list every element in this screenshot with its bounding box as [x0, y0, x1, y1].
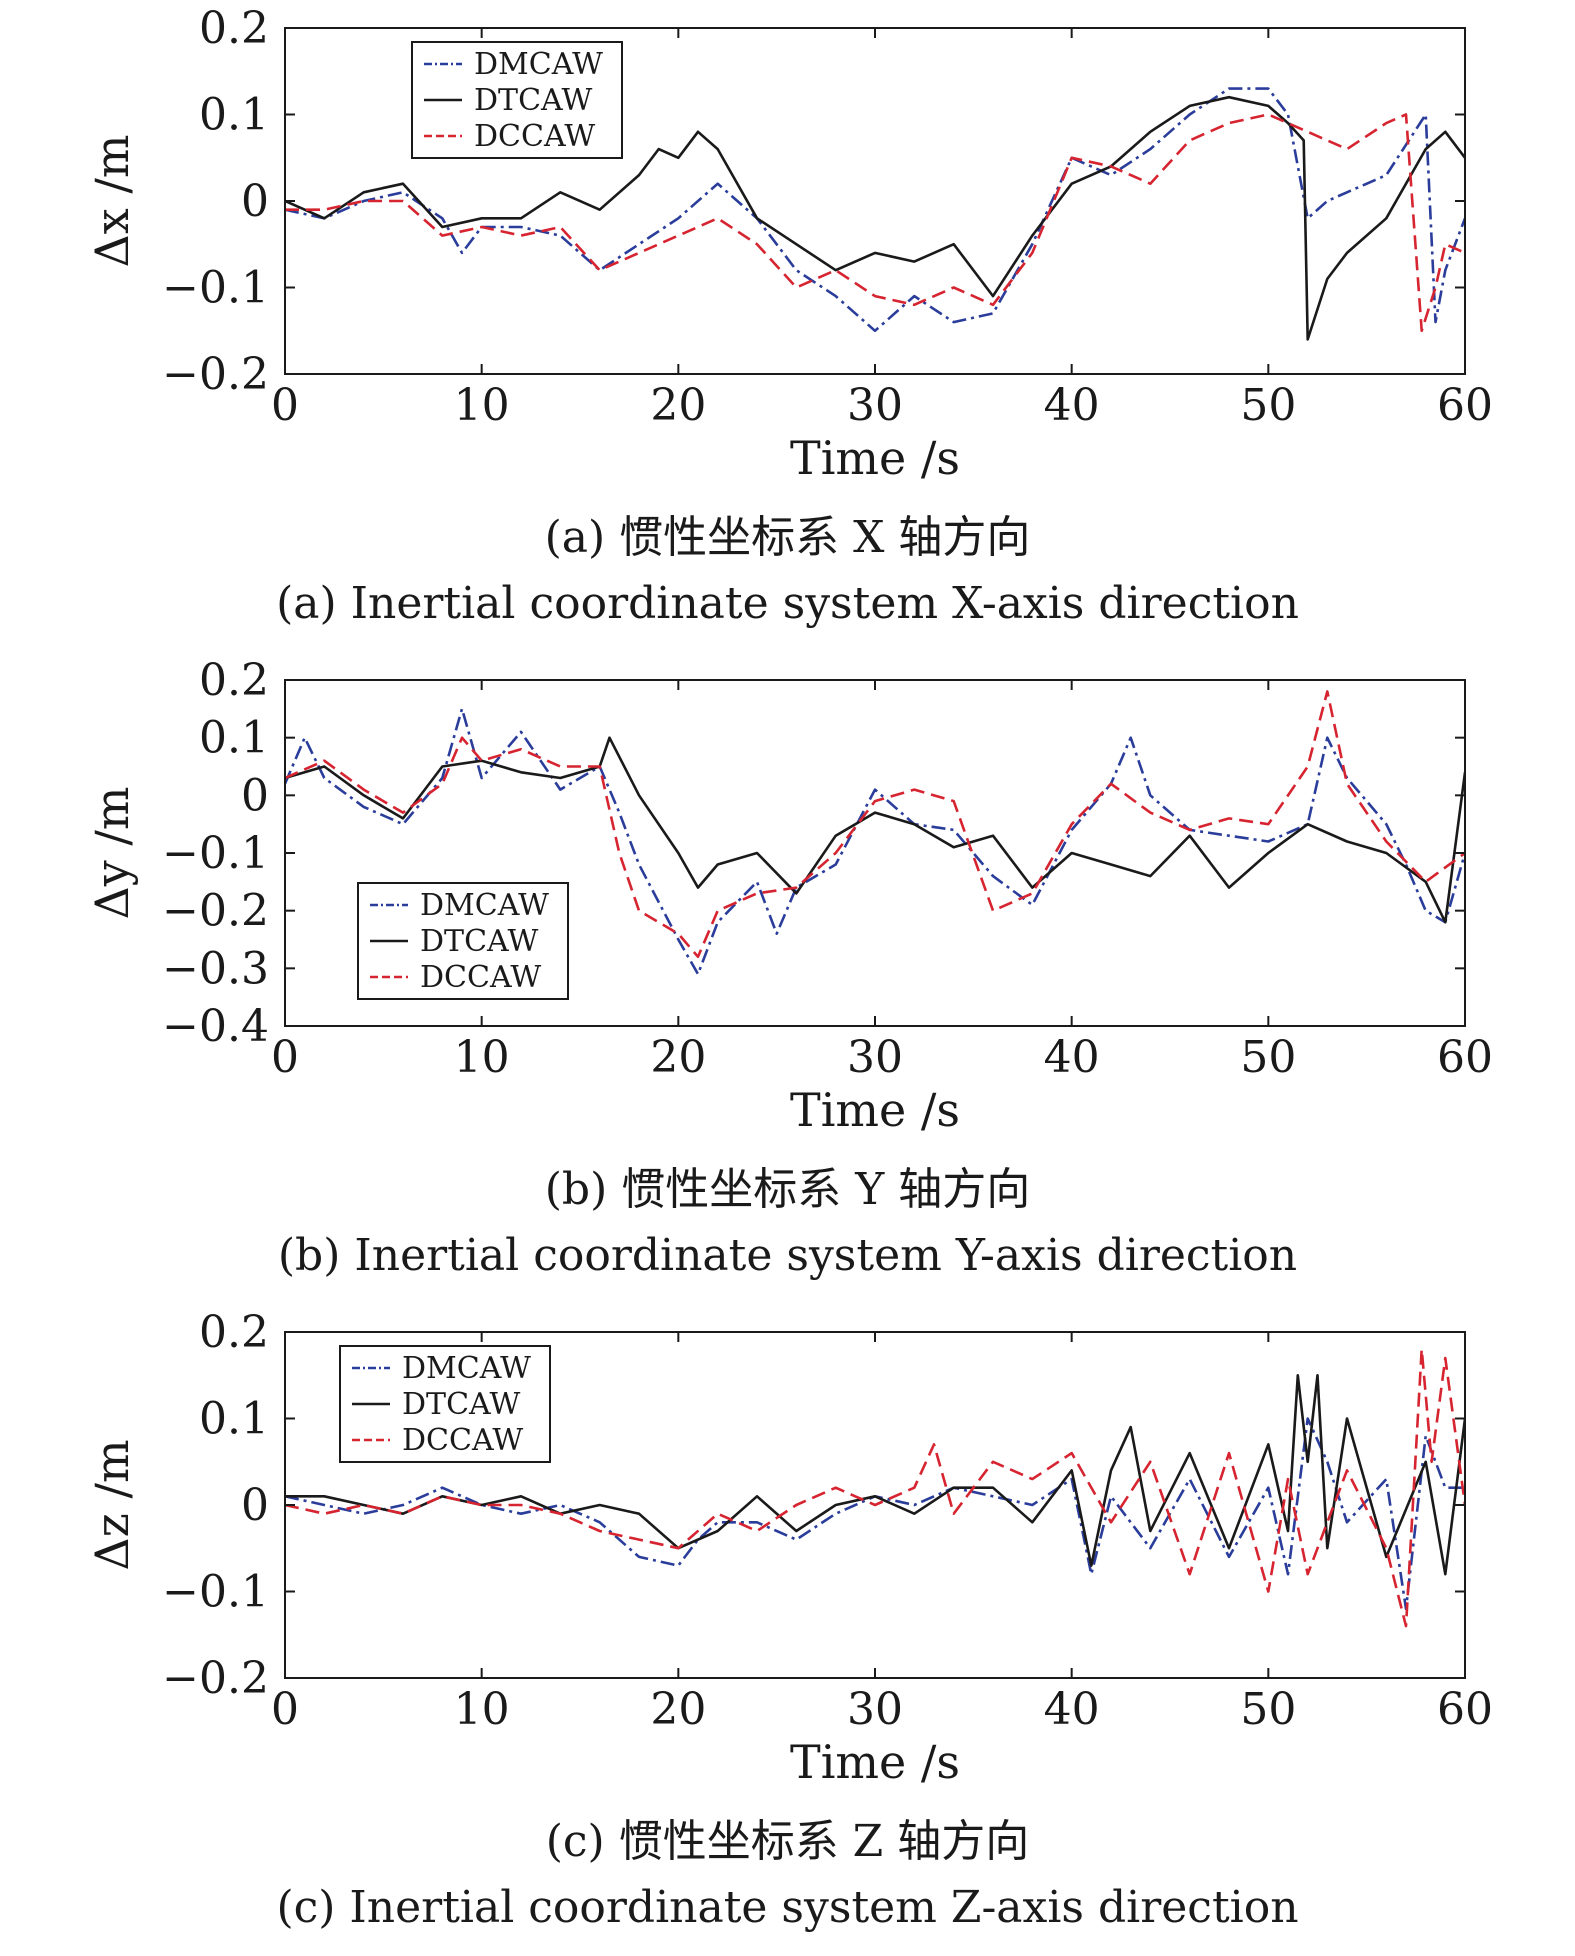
x-tick-label: 0: [271, 1032, 299, 1083]
legend-label-dccaw: DCCAW: [402, 1423, 523, 1458]
y-tick-label: 0.2: [199, 655, 269, 706]
y-tick-label: 0: [241, 176, 269, 227]
legend-label-dtcaw: DTCAW: [474, 83, 592, 118]
x-tick-label: 0: [271, 380, 299, 431]
x-tick-label: 40: [1044, 1032, 1100, 1083]
y-tick-label: −0.1: [162, 1567, 269, 1618]
y-tick-label: 0: [241, 770, 269, 821]
x-tick-label: 10: [454, 1684, 510, 1735]
legend-label-dtcaw: DTCAW: [402, 1387, 520, 1422]
series-line-dtcaw: [285, 1374, 1465, 1576]
y-tick-label: 0.2: [199, 1307, 269, 1358]
caption-en-z: (c) Inertial coordinate system Z-axis di…: [276, 1882, 1299, 1933]
y-tick-label: −0.2: [162, 349, 269, 400]
x-tick-label: 10: [454, 380, 510, 431]
caption-cn-x: (a) 惯性坐标系 X 轴方向: [544, 512, 1031, 563]
series-line-dmcaw: [285, 87, 1465, 333]
x-tick-label: 40: [1044, 1684, 1100, 1735]
y-axis-label: Δz /m: [85, 1439, 139, 1570]
y-axis-label: Δx /m: [85, 135, 139, 268]
x-tick-label: 20: [650, 1684, 706, 1735]
caption-en-y: (b) Inertial coordinate system Y-axis di…: [277, 1230, 1298, 1281]
series-group: [285, 87, 1465, 341]
y-tick-label: −0.2: [162, 886, 269, 937]
y-tick-label: 0: [241, 1480, 269, 1531]
x-tick-label: 40: [1044, 380, 1100, 431]
x-tick-label: 10: [454, 1032, 510, 1083]
caption-cn-z: (c) 惯性坐标系 Z 轴方向: [545, 1816, 1030, 1867]
chart-y: 0 10 20 30 40 50 60 −0.4 −0.3 −0.2 −0.1 0 0.1 0.2 Time…: [85, 655, 1493, 1137]
x-tick-label: 60: [1437, 1032, 1493, 1083]
chart-x: 0 10 20 30 40 50 60 −0.2 −0.1 0 0.1 0.2 Time /s Δx /m…: [85, 3, 1493, 485]
series-line-dtcaw: [285, 95, 1465, 341]
y-tick-label: 0.1: [199, 1394, 269, 1445]
y-axis-label: Δy /m: [85, 787, 139, 920]
x-tick-label: 30: [847, 1032, 903, 1083]
legend-label-dmcaw: DMCAW: [402, 1351, 531, 1386]
series-line-dmcaw: [285, 707, 1465, 976]
y-tick-label: −0.4: [162, 1001, 269, 1052]
x-axis-label: Time /s: [790, 1083, 960, 1137]
series-group: [285, 1348, 1465, 1628]
x-tick-label: 50: [1240, 380, 1296, 431]
y-tick-label: 0.1: [199, 90, 269, 141]
panel-z-axis: 0 10 20 30 40 50 60 −0.2 −0.1 0 0.1 0.2 Time /s Δz /m…: [0, 1304, 1575, 1956]
legend-label-dmcaw: DMCAW: [420, 888, 549, 923]
y-tick-label: 0.2: [199, 3, 269, 54]
x-tick-label: 30: [847, 380, 903, 431]
x-tick-label: 30: [847, 1684, 903, 1735]
caption-en-x: (a) Inertial coordinate system X-axis di…: [276, 578, 1299, 629]
y-tick-label: −0.1: [162, 263, 269, 314]
x-axis-label: Time /s: [790, 1735, 960, 1789]
series-line-dtcaw: [285, 736, 1465, 924]
y-tick-label: −0.2: [162, 1653, 269, 1704]
x-axis-label: Time /s: [790, 431, 960, 485]
panel-y-axis: 0 10 20 30 40 50 60 −0.4 −0.3 −0.2 −0.1 0 0.1 0.2 Time…: [0, 652, 1575, 1304]
y-tick-label: 0.1: [199, 713, 269, 764]
chart-z: 0 10 20 30 40 50 60 −0.2 −0.1 0 0.1 0.2 Time /s Δz /m…: [85, 1307, 1493, 1789]
x-tick-label: 0: [271, 1684, 299, 1735]
x-tick-label: 60: [1437, 380, 1493, 431]
series-group: [285, 690, 1465, 976]
x-tick-label: 20: [650, 1032, 706, 1083]
legend-label-dccaw: DCCAW: [474, 119, 595, 154]
y-tick-label: −0.3: [162, 943, 269, 994]
x-tick-label: 60: [1437, 1684, 1493, 1735]
legend-label-dccaw: DCCAW: [420, 960, 541, 995]
y-tick-label: −0.1: [162, 828, 269, 879]
x-tick-label: 50: [1240, 1684, 1296, 1735]
series-line-dccaw: [285, 690, 1465, 959]
legend-label-dtcaw: DTCAW: [420, 924, 538, 959]
legend-label-dmcaw: DMCAW: [474, 47, 603, 82]
x-tick-label: 50: [1240, 1032, 1296, 1083]
caption-cn-y: (b) 惯性坐标系 Y 轴方向: [544, 1164, 1031, 1215]
series-line-dccaw: [285, 1348, 1465, 1628]
panel-x-axis: 0 10 20 30 40 50 60 −0.2 −0.1 0 0.1 0.2 Time /s Δx /m…: [0, 0, 1575, 652]
legend-box: [357, 882, 569, 1000]
series-line-dccaw: [285, 113, 1465, 333]
x-tick-label: 20: [650, 380, 706, 431]
